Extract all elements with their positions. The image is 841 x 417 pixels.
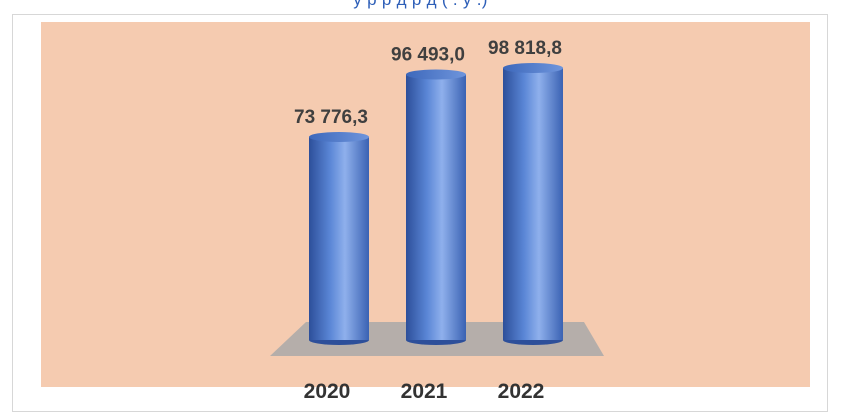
data-label: 96 493,0	[391, 44, 465, 65]
bar-body	[503, 68, 563, 340]
x-tick-label: 2020	[304, 380, 351, 403]
data-label: 73 776,3	[294, 107, 368, 128]
data-label: 98 818,8	[488, 38, 562, 59]
bar-body	[309, 136, 369, 340]
bar-2021	[406, 69, 466, 345]
x-tick-label: 2021	[401, 380, 448, 403]
bar-top	[309, 131, 369, 142]
chart-title-fragment: у р р д р д ( . у .)	[0, 0, 841, 10]
bar-top	[406, 69, 466, 80]
bar-body	[406, 74, 466, 340]
bar-top	[503, 63, 563, 74]
bar-2022	[503, 63, 563, 345]
x-tick-label: 2022	[498, 380, 545, 403]
bar-2020	[309, 131, 369, 345]
